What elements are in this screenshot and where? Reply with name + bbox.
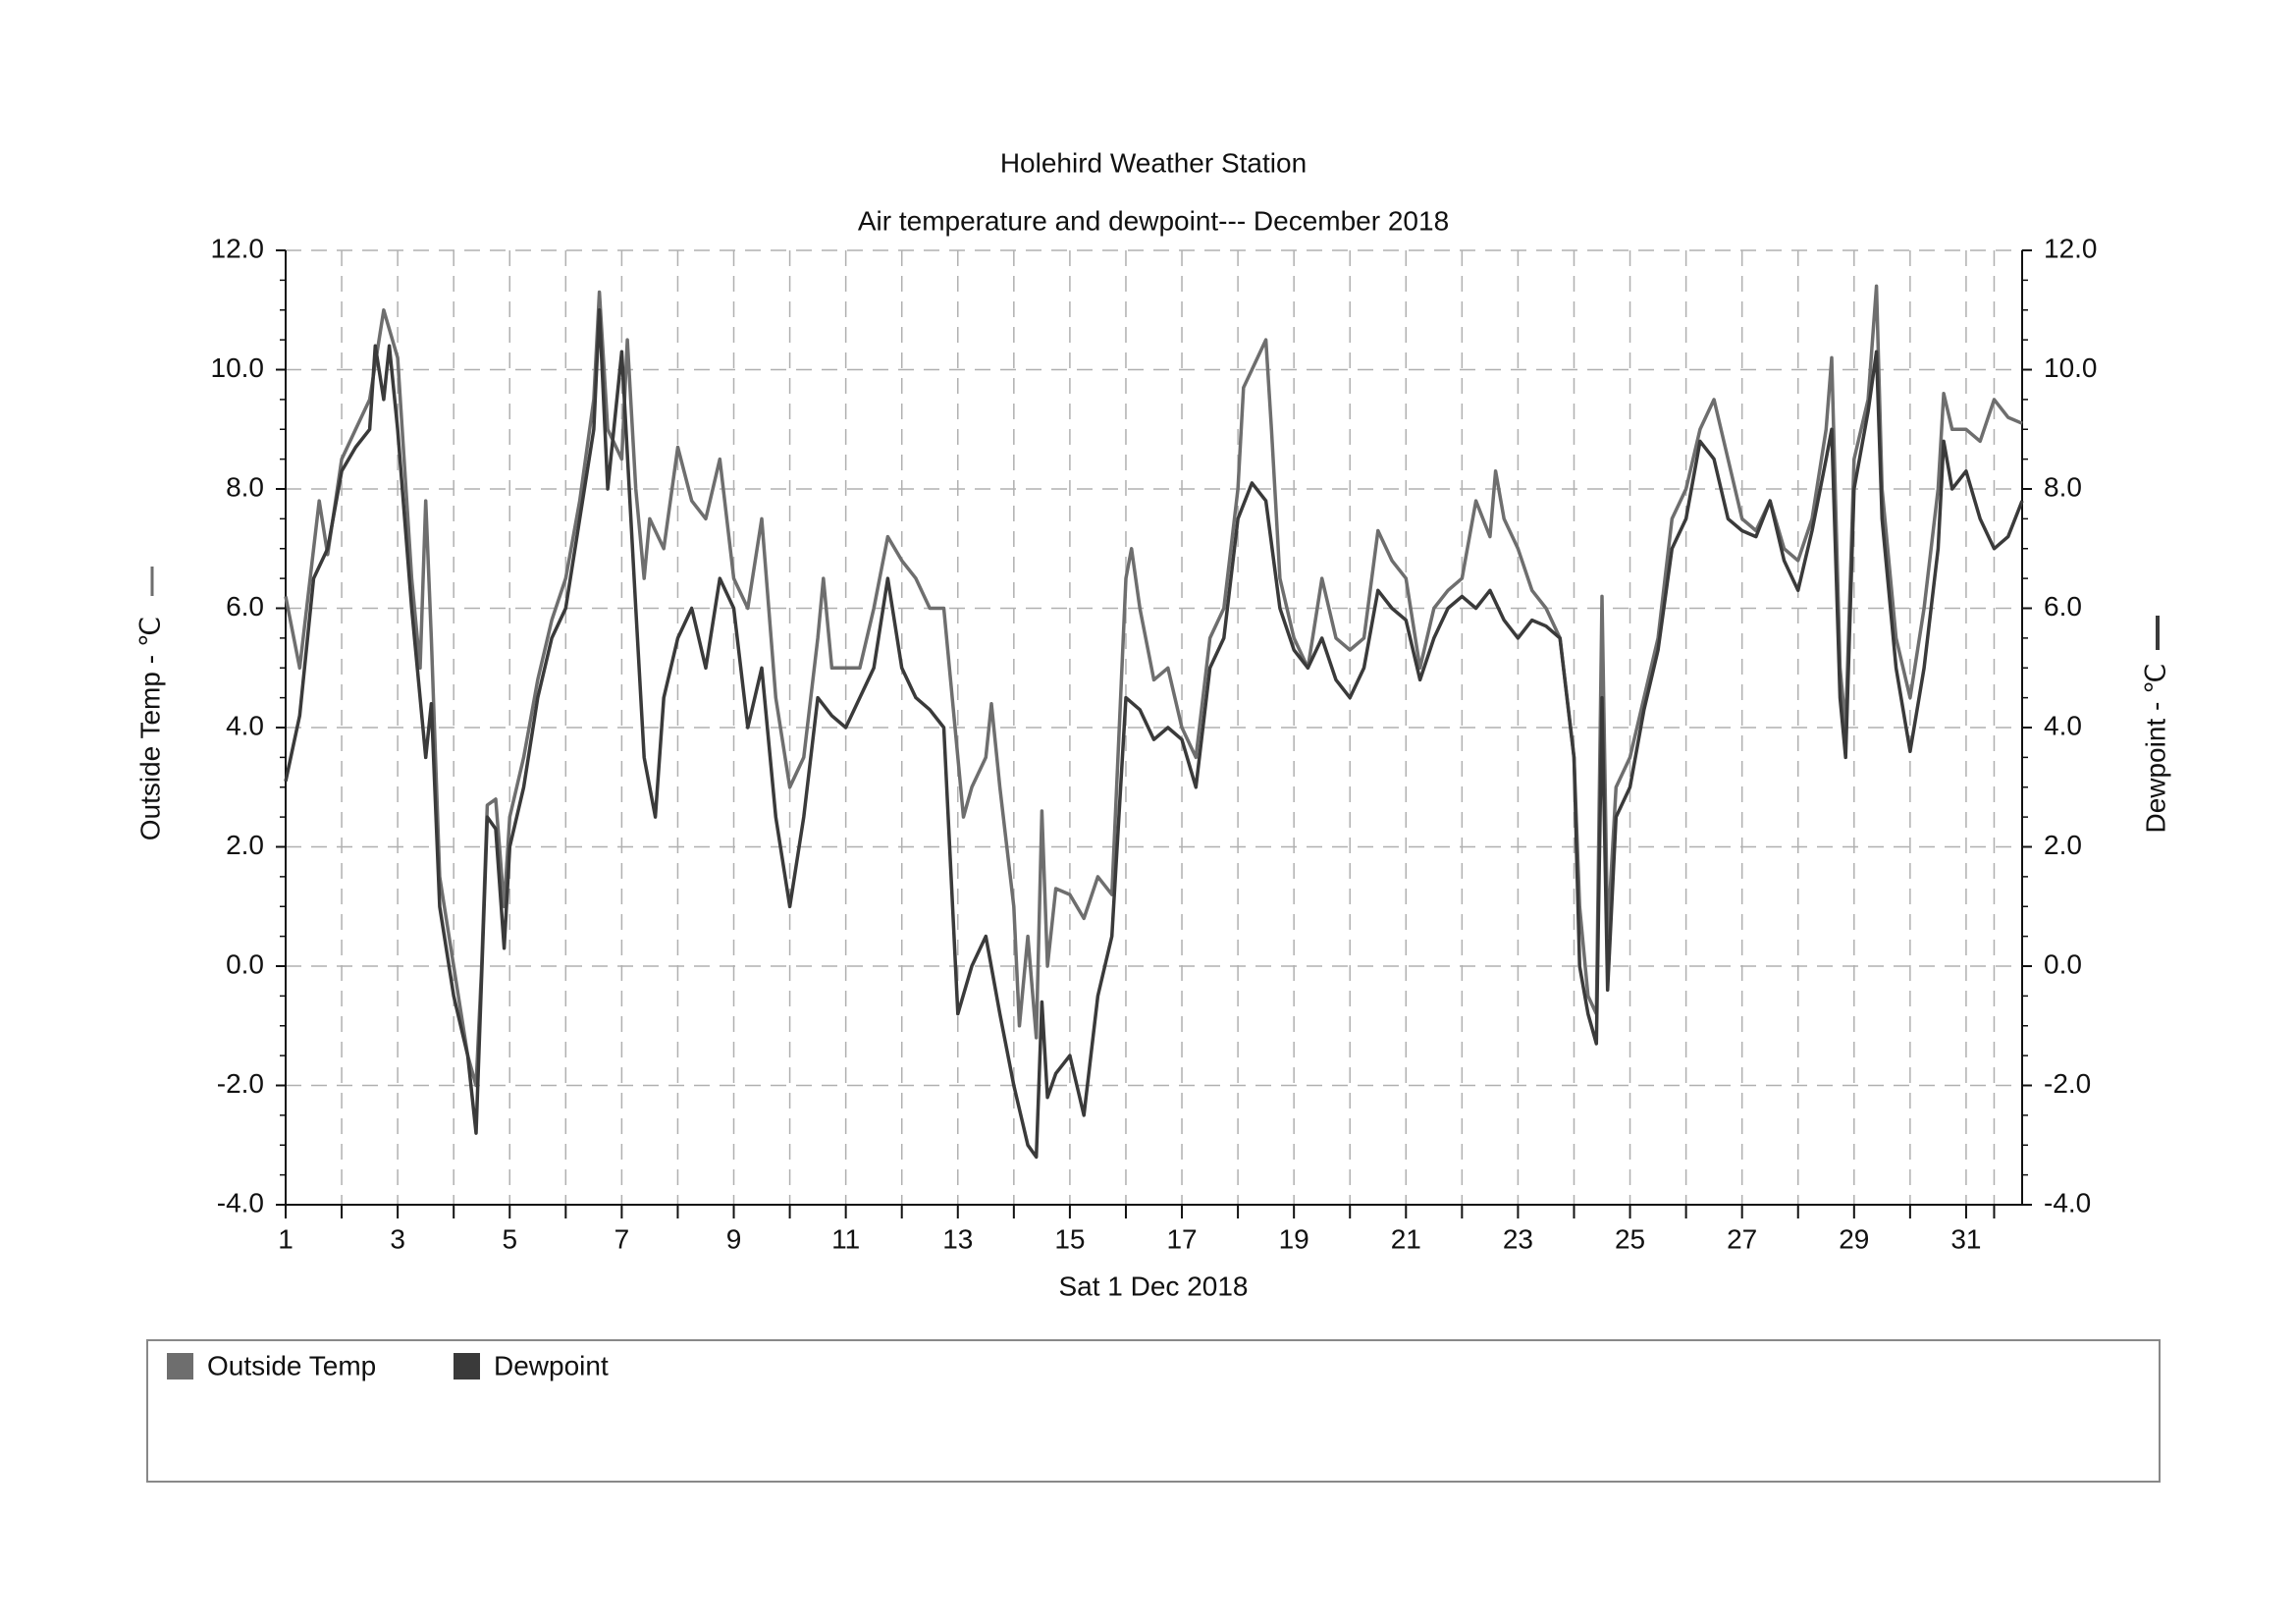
x-tick-label: 27 [1727,1223,1757,1254]
y2-tick-label: -2.0 [2044,1068,2091,1099]
legend-label: Dewpoint [494,1350,609,1380]
legend-swatch [167,1353,193,1380]
y-tick-label: 0.0 [226,948,264,979]
series-line [284,308,2024,1160]
y-tick-label: -4.0 [217,1187,264,1217]
x-tick-label: 23 [1503,1223,1533,1254]
chart-subtitle: Air temperature and dewpoint--- December… [858,205,1449,236]
legend-box [146,1339,2161,1483]
x-axis-label: Sat 1 Dec 2018 [1058,1271,1248,1301]
x-tick-label: 5 [502,1223,517,1254]
y2-tick-label: 6.0 [2044,591,2082,622]
y-axis-title: Outside Temp - ℃ [134,567,165,840]
x-tick-label: 29 [1839,1223,1869,1254]
x-tick-label: 1 [278,1223,294,1254]
y-tick-label: 8.0 [226,471,264,502]
y2-tick-label: 10.0 [2044,352,2098,383]
y2-tick-label: 2.0 [2044,830,2082,860]
x-tick-label: 21 [1391,1223,1421,1254]
x-tick-label: 13 [942,1223,973,1254]
x-tick-label: 11 [831,1223,860,1254]
x-tick-label: 3 [390,1223,405,1254]
legend-label: Outside Temp [207,1350,376,1380]
y-tick-label: -2.0 [217,1068,264,1099]
y2-tick-label: 8.0 [2044,471,2082,502]
y-tick-label: 12.0 [211,233,265,263]
y2-tick-label: 12.0 [2044,233,2098,263]
y2-axis-title: Dewpoint - ℃ [2140,616,2170,834]
y2-axis-label: Dewpoint - ℃ [2140,663,2170,833]
y2-tick-label: -4.0 [2044,1187,2091,1217]
x-tick-label: 9 [726,1223,742,1254]
x-tick-label: 7 [614,1223,630,1254]
y-axis-label: Outside Temp - ℃ [134,617,165,841]
x-tick-label: 31 [1950,1223,1981,1254]
y-tick-label: 6.0 [226,591,264,622]
y-tick-label: 10.0 [211,352,265,383]
x-tick-label: 19 [1279,1223,1309,1254]
y-tick-label: 4.0 [226,710,264,740]
x-tick-label: 17 [1166,1223,1197,1254]
legend-swatch [454,1353,480,1380]
y-tick-label: 2.0 [226,830,264,860]
chart-title: Holehird Weather Station [1000,147,1307,178]
y2-tick-label: 0.0 [2044,948,2082,979]
y2-tick-label: 4.0 [2044,710,2082,740]
series-line [284,284,2023,1088]
x-tick-label: 15 [1054,1223,1085,1254]
x-tick-label: 25 [1615,1223,1645,1254]
